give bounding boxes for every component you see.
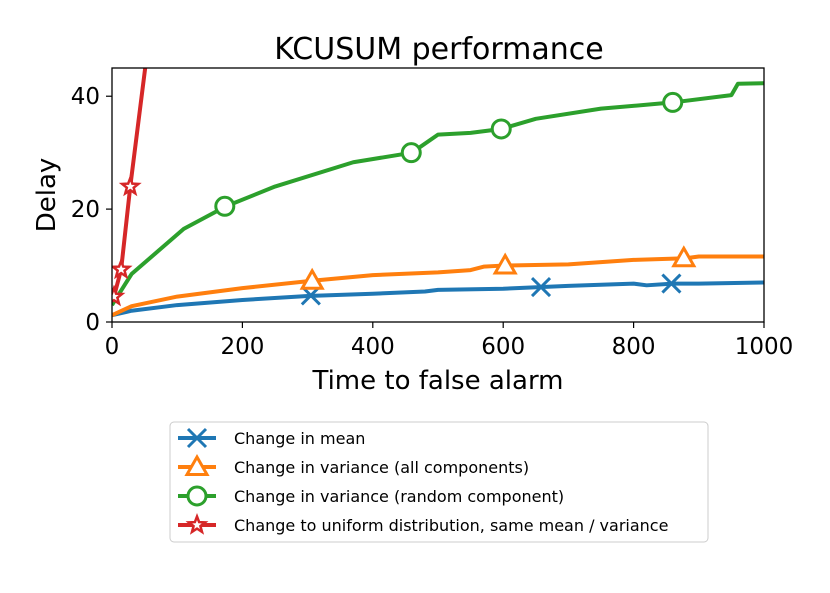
- data-point: [671, 245, 697, 268]
- x-axis-label: Time to false alarm: [311, 366, 563, 396]
- legend-item: Change in variance (random component): [178, 485, 564, 507]
- x-tick-label: 200: [220, 334, 264, 360]
- data-point: [490, 118, 512, 140]
- series-3: [112, 68, 148, 307]
- legend-item: Change to uniform distribution, same mea…: [178, 512, 668, 535]
- ticks-layer: 0 200 400 600 800 1000 0 20 40: [71, 84, 794, 360]
- series-line: [112, 68, 148, 298]
- data-point: [214, 195, 236, 217]
- legend-item: Change in mean: [178, 427, 365, 449]
- data-point: [661, 273, 682, 294]
- data-point: [492, 252, 518, 275]
- legend-label: Change to uniform distribution, same mea…: [234, 516, 668, 535]
- data-point: [118, 174, 142, 197]
- legend-marker: [184, 453, 210, 476]
- legend-marker: [186, 427, 208, 449]
- data-point: [112, 257, 133, 280]
- x-tick-label: 0: [105, 334, 120, 360]
- legend-label: Change in mean: [234, 429, 365, 448]
- plot-frame: [111, 67, 765, 323]
- legend-item: Change in variance (all components): [178, 453, 529, 477]
- series-layer: [112, 68, 764, 318]
- x-tick-label: 800: [612, 334, 656, 360]
- data-point: [400, 142, 422, 164]
- legend-frame: [169, 421, 709, 543]
- x-tick-label: 1000: [735, 334, 794, 360]
- y-tick-label: 40: [71, 84, 100, 110]
- data-point: [112, 284, 126, 307]
- series-line: [112, 280, 764, 318]
- series-line: [112, 81, 764, 307]
- series-line: [112, 254, 764, 318]
- series-1: [112, 245, 764, 318]
- legend-items: Change in mean Change in variance (all co…: [178, 427, 668, 535]
- data-point: [662, 91, 684, 113]
- legend-marker: [185, 512, 209, 535]
- data-point: [299, 267, 325, 290]
- series-0: [112, 273, 764, 318]
- x-tick-label: 400: [351, 334, 395, 360]
- x-tick-label: 600: [481, 334, 525, 360]
- y-axis-label: Delay: [32, 158, 62, 233]
- legend: Change in mean Change in variance (all co…: [169, 421, 709, 543]
- data-point: [530, 276, 552, 298]
- chart-title: KCUSUM performance: [274, 32, 604, 67]
- series-2: [112, 81, 764, 307]
- legend-label: Change in variance (all components): [234, 458, 529, 477]
- y-tick-label: 0: [85, 310, 100, 336]
- legend-label: Change in variance (random component): [234, 487, 564, 506]
- legend-marker: [186, 485, 208, 507]
- y-tick-label: 20: [71, 197, 100, 223]
